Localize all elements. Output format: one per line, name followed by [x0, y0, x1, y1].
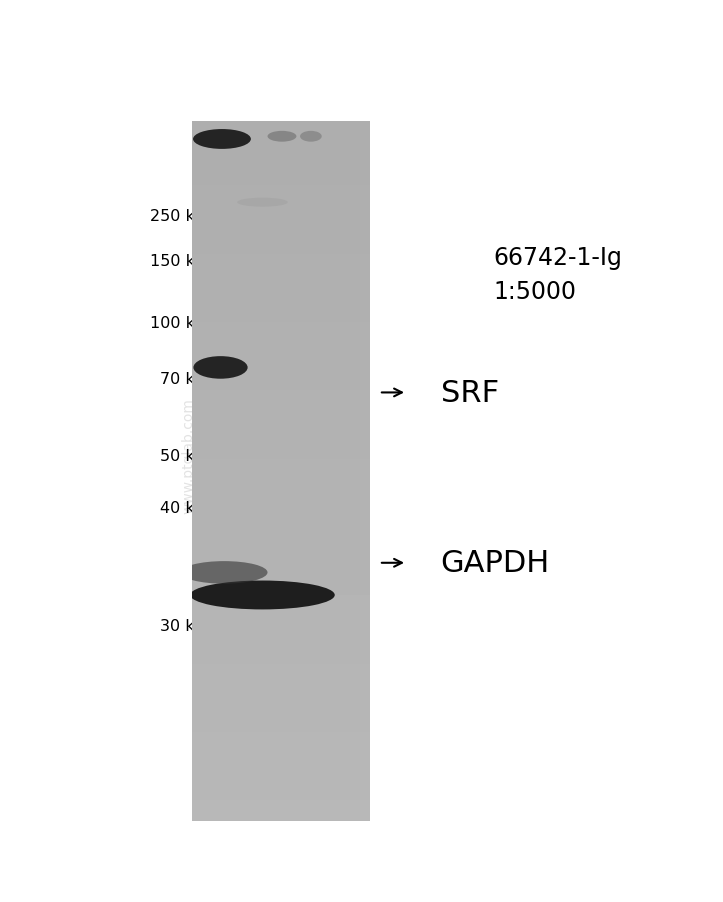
- Text: GAPDH: GAPDH: [440, 548, 549, 577]
- Text: www.ptglab.com: www.ptglab.com: [181, 398, 195, 513]
- Ellipse shape: [190, 581, 335, 610]
- Text: 100 kDa→: 100 kDa→: [150, 316, 231, 331]
- Ellipse shape: [300, 132, 322, 143]
- Text: 30 kDa→: 30 kDa→: [161, 618, 231, 633]
- Text: 250 kDa→: 250 kDa→: [150, 208, 231, 224]
- Text: 70 kDa→: 70 kDa→: [160, 372, 231, 387]
- Text: si-control: si-control: [247, 124, 319, 195]
- Text: 66742-1-Ig
1:5000: 66742-1-Ig 1:5000: [494, 246, 623, 304]
- Text: HeLa: HeLa: [269, 750, 346, 779]
- Text: 40 kDa→: 40 kDa→: [160, 500, 231, 515]
- Text: 150 kDa→: 150 kDa→: [150, 253, 231, 269]
- Ellipse shape: [268, 132, 296, 143]
- Text: si- SRF: si- SRF: [304, 139, 359, 195]
- Text: 50 kDa→: 50 kDa→: [160, 448, 231, 463]
- Ellipse shape: [237, 198, 288, 207]
- Ellipse shape: [181, 561, 268, 584]
- Ellipse shape: [193, 130, 251, 150]
- Text: SRF: SRF: [440, 379, 499, 408]
- Ellipse shape: [193, 356, 247, 379]
